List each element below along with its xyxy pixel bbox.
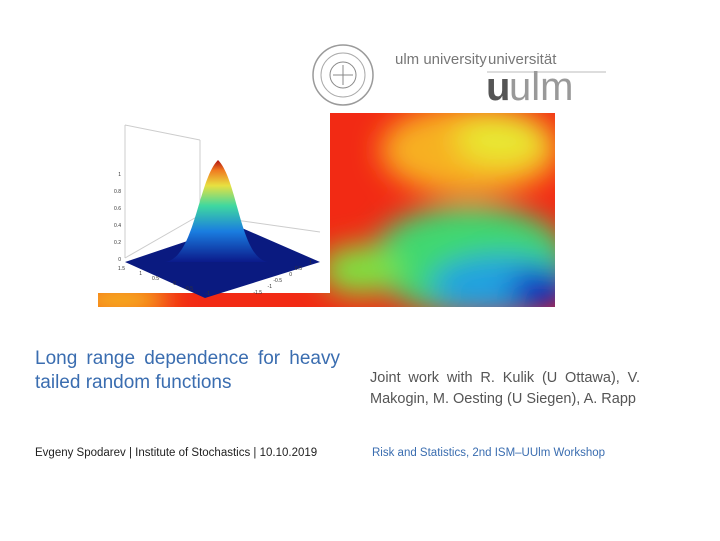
y-tick-label: -1 xyxy=(268,284,273,290)
y-tick-label: 1 xyxy=(309,260,312,266)
x-tick-label: -0.5 xyxy=(184,286,193,292)
z-tick-label: 0 xyxy=(118,257,121,263)
title: Long range dependence for heavy tailed r… xyxy=(35,348,340,393)
x-tick-label: 1 xyxy=(139,271,142,277)
z-tick-label: 0.6 xyxy=(114,206,121,212)
x-tick-label: 1.5 xyxy=(118,266,125,272)
logo-name-de: universität xyxy=(488,51,557,68)
coauthors: Joint work with R. Kulik (U Ottawa), V. … xyxy=(370,370,640,407)
z-tick-label: 1 xyxy=(118,172,121,178)
y-tick-label: 0.5 xyxy=(295,266,302,272)
logo-name-en: ulm university xyxy=(395,51,487,68)
y-tick-label: 0 xyxy=(289,272,292,278)
logo-u: u xyxy=(486,65,510,109)
z-tick-label: 0.8 xyxy=(114,189,121,195)
z-tick-label: 0.4 xyxy=(114,223,121,229)
x-tick-label: 0.5 xyxy=(152,276,159,282)
surface-plot: 10.80.60.40.201.510.50-0.5-110.50-0.5-1-… xyxy=(98,113,330,298)
y-tick-label: -0.5 xyxy=(273,278,282,284)
y-tick-label: -1.5 xyxy=(253,290,262,296)
x-tick-label: 0 xyxy=(173,281,176,287)
graphics: ulm university universität u ulm 1 0.8 0.6… xyxy=(98,44,606,307)
x-tick-label: -1 xyxy=(206,291,211,297)
footer-left: Evgeny Spodarev | Institute of Stochasti… xyxy=(35,447,318,459)
z-tick-label: 0.2 xyxy=(114,240,121,246)
logo: ulm university universität u ulm xyxy=(312,44,606,109)
logo-ulm: ulm xyxy=(509,65,573,109)
footer-right: Risk and Statistics, 2nd ISM–UUlm Worksh… xyxy=(372,447,606,459)
